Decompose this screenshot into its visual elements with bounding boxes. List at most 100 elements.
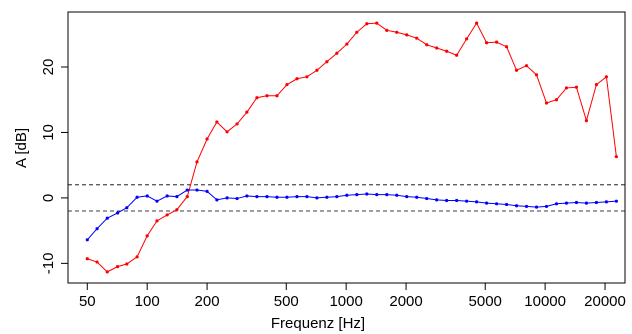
y-tick-label: -10 <box>40 253 57 275</box>
plot-frame <box>67 11 626 284</box>
data-point <box>105 270 109 274</box>
series-line <box>86 189 617 241</box>
data-point <box>285 83 289 87</box>
data-point <box>95 227 99 231</box>
y-tick-label: 20 <box>40 59 57 76</box>
data-point <box>85 257 89 261</box>
data-point <box>514 68 519 72</box>
data-point <box>504 202 509 207</box>
data-point <box>514 204 519 208</box>
data-point <box>205 189 209 193</box>
data-point <box>365 22 369 26</box>
data-point <box>185 188 189 192</box>
data-point <box>604 200 608 204</box>
data-point <box>584 201 589 205</box>
data-point <box>574 85 579 89</box>
y-tick-label: 10 <box>40 124 57 141</box>
data-point <box>235 196 239 201</box>
data-point <box>435 46 439 50</box>
data-point <box>485 201 489 205</box>
data-point <box>355 30 359 34</box>
data-point <box>295 77 299 81</box>
data-point <box>494 202 499 206</box>
x-axis-label: Frequenz [Hz] <box>271 315 365 332</box>
data-point <box>265 194 269 199</box>
x-tick-label: 100 <box>135 293 160 310</box>
data-point <box>475 21 479 25</box>
data-point <box>155 199 159 203</box>
data-point <box>215 198 219 202</box>
data-point <box>125 262 129 266</box>
data-point <box>245 194 249 198</box>
data-point <box>205 137 209 141</box>
data-point <box>405 194 409 199</box>
data-point <box>425 196 429 201</box>
data-point <box>435 198 439 202</box>
data-point <box>255 96 259 100</box>
data-point <box>165 194 169 198</box>
data-point <box>594 83 599 87</box>
data-point <box>524 204 529 209</box>
data-point <box>315 68 319 72</box>
data-point <box>485 41 489 45</box>
data-point <box>265 94 269 98</box>
data-point <box>225 196 229 200</box>
data-point <box>115 265 120 269</box>
data-point <box>554 98 559 102</box>
data-point <box>145 234 149 238</box>
data-point <box>285 195 289 199</box>
data-point <box>564 201 569 205</box>
data-point <box>105 216 109 220</box>
data-point <box>135 255 139 259</box>
data-point <box>385 193 389 197</box>
data-point <box>135 195 139 199</box>
data-point <box>115 211 120 215</box>
data-point <box>345 42 349 46</box>
data-point <box>165 213 169 217</box>
data-point <box>375 193 379 197</box>
data-point <box>195 160 199 164</box>
data-point <box>534 205 539 209</box>
data-point <box>445 198 449 203</box>
data-point <box>455 53 459 57</box>
data-point <box>345 193 349 197</box>
x-tick-label: 50 <box>79 293 96 310</box>
data-point <box>195 188 199 192</box>
data-point <box>524 64 529 68</box>
data-point <box>534 73 539 77</box>
data-point <box>584 119 589 123</box>
data-point <box>95 260 99 264</box>
data-point <box>235 122 239 126</box>
x-tick-label: 5000 <box>469 293 502 310</box>
data-point <box>305 194 309 199</box>
x-tick-label: 20000 <box>584 293 626 310</box>
x-tick-label: 500 <box>274 293 299 310</box>
data-point <box>325 60 329 64</box>
data-point <box>405 33 409 37</box>
data-point <box>375 21 379 25</box>
data-point <box>415 36 419 40</box>
data-point <box>145 194 149 198</box>
data-point <box>295 194 299 199</box>
data-point <box>564 86 569 90</box>
series-line <box>87 22 617 273</box>
data-point <box>504 45 509 49</box>
data-point <box>215 120 219 124</box>
data-point <box>415 195 419 199</box>
data-point <box>465 199 469 203</box>
data-point <box>465 37 469 41</box>
data-point <box>614 155 618 159</box>
data-point <box>385 28 389 32</box>
data-point <box>175 194 179 199</box>
data-point <box>475 200 479 204</box>
data-point <box>335 194 339 199</box>
data-point <box>275 195 279 199</box>
data-point <box>544 101 549 105</box>
data-point <box>594 200 599 205</box>
data-point <box>335 51 339 55</box>
data-point <box>614 199 618 203</box>
data-point <box>305 75 309 79</box>
y-tick-label: 0 <box>40 194 57 202</box>
data-point <box>245 110 249 114</box>
